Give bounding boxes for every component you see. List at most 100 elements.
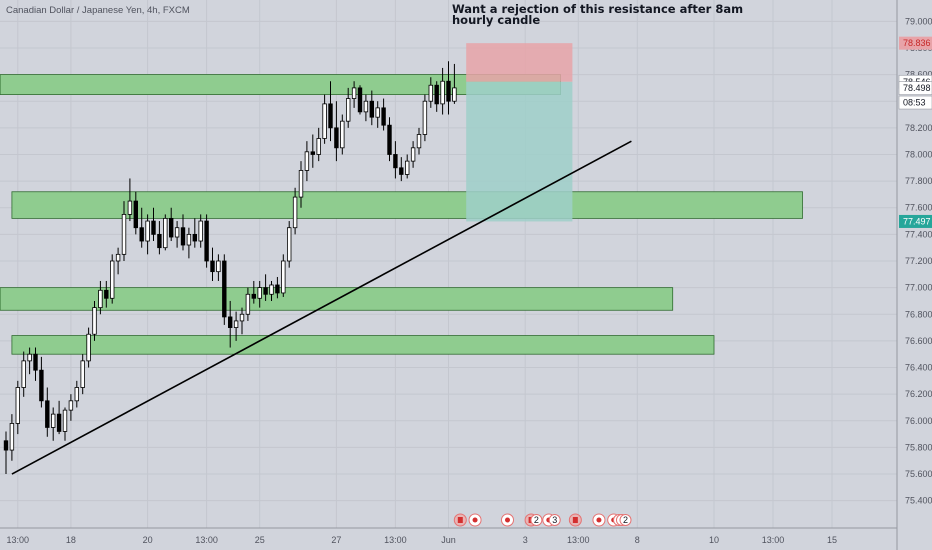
price-axis[interactable]: 79.00078.80078.60078.40078.20078.00077.8… (896, 0, 932, 550)
candle-body (328, 103, 333, 129)
candle-body (452, 87, 457, 102)
candle-body (157, 233, 162, 249)
candle-body (310, 151, 315, 155)
candle-body (56, 413, 62, 432)
stop-loss-zone[interactable] (466, 43, 573, 82)
price-tick-label: 76.800 (905, 309, 932, 319)
candle-body (45, 400, 50, 428)
chart-title: Canadian Dollar / Japanese Yen, 4h, FXCM (6, 5, 190, 16)
event-count-badge[interactable] (548, 514, 561, 526)
candle-body (281, 260, 286, 294)
candle-body (3, 440, 9, 451)
candle-body (369, 100, 374, 118)
candle-body (304, 151, 310, 171)
candle-body (39, 369, 44, 402)
candle-body (98, 289, 103, 309)
time-tick-label: 13:00 (7, 535, 30, 545)
time-tick-label: 25 (255, 535, 265, 545)
candle-body (316, 138, 321, 155)
candle-body (74, 387, 79, 402)
price-tick-label: 78.000 (905, 149, 932, 159)
time-axis[interactable]: 13:00 18 20 13:00 25 27 13:00 Jun 3 13:00 8 10 13:00… (0, 527, 897, 545)
flag-dot (505, 517, 510, 523)
candle-body (180, 227, 186, 246)
event-count-badge[interactable] (530, 514, 543, 526)
candle-body (174, 227, 180, 238)
candle-body (227, 316, 233, 328)
event-count-label: 2 (534, 515, 539, 525)
candle-body (92, 307, 97, 335)
flag-mark (572, 517, 578, 523)
candle-body (416, 134, 422, 149)
candle-body (127, 200, 133, 215)
flag-dot (472, 517, 478, 523)
event-badges[interactable]: 23282 (453, 513, 632, 527)
price-tick-label: 75.400 (905, 496, 932, 506)
sr-zones (0, 74, 803, 355)
candle-body (27, 353, 32, 362)
time-tick-label: 10 (709, 535, 719, 545)
candle-body (393, 154, 398, 169)
time-tick-label: 20 (143, 535, 153, 545)
sr-zone[interactable] (11, 335, 715, 355)
time-tick-label: 27 (331, 535, 341, 545)
candle-body (440, 80, 445, 105)
candle-body (151, 220, 156, 235)
price-tick-label: 77.200 (905, 256, 932, 266)
annotation-line-2: hourly candle (452, 13, 540, 27)
candle-body (345, 98, 351, 122)
candle-body (104, 289, 109, 299)
flag-dot (596, 517, 602, 523)
time-tick-label: Jun (441, 535, 456, 545)
price-label-box (898, 95, 932, 110)
price-label: 78.498 (903, 83, 931, 93)
event-count-badge[interactable] (619, 514, 632, 526)
candle-body (357, 87, 363, 113)
price-tick-label: 77.000 (905, 283, 932, 293)
candle-body (9, 423, 15, 451)
candle-body (110, 260, 115, 299)
candle-body (21, 360, 26, 388)
annotation-line-1: Want a rejection of this resistance afte… (452, 2, 743, 16)
price-tick-label: 75.600 (905, 469, 932, 479)
price-tick-label: 77.600 (905, 203, 932, 213)
candle-body (375, 107, 380, 118)
candle-body (434, 84, 439, 105)
flag-mark (457, 517, 463, 523)
sr-zone[interactable] (11, 191, 803, 219)
candle-body (251, 293, 256, 299)
price-label: 78.836 (903, 38, 931, 48)
candle-body (80, 360, 85, 388)
price-tick-label: 76.400 (905, 363, 932, 373)
candle-body (33, 353, 38, 371)
candle-body (269, 284, 274, 295)
candle-body (334, 127, 339, 149)
take-profit-zone[interactable] (466, 81, 573, 222)
candle-body (198, 220, 203, 242)
price-tick-label: 79.000 (905, 16, 932, 26)
event-count-label: 2 (623, 515, 628, 525)
candle-body (133, 200, 138, 229)
candle-body (387, 124, 392, 155)
candle-body (410, 147, 416, 162)
price-label: 08:53 (903, 98, 926, 108)
price-label-box (898, 81, 932, 95)
candle-body (298, 170, 304, 198)
trendline[interactable] (11, 140, 632, 475)
short-position-tool[interactable] (466, 43, 573, 222)
candle-body (263, 287, 268, 295)
candle-body (168, 217, 174, 238)
time-tick-label: 3 (523, 535, 528, 545)
candle-body (275, 284, 280, 294)
price-tick-label: 76.600 (905, 336, 932, 346)
trendline-group[interactable] (11, 140, 632, 475)
price-tick-label: 78.200 (905, 123, 932, 133)
candle-body (363, 100, 369, 113)
candle-body (86, 333, 91, 362)
candles (3, 61, 457, 475)
price-tick-label: 76.000 (905, 416, 932, 426)
candle-body (422, 100, 428, 135)
candle-body (62, 409, 68, 432)
time-tick-label: 13:00 (384, 535, 407, 545)
